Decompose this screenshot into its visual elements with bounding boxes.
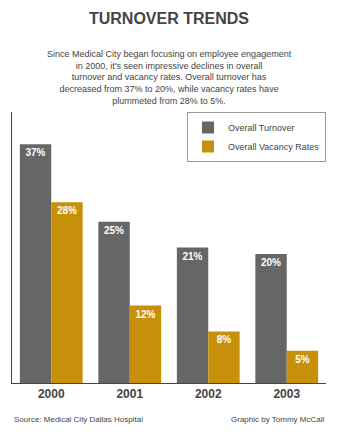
svg-text:8%: 8%	[217, 334, 232, 345]
svg-text:5%: 5%	[295, 354, 310, 365]
svg-text:Since Medical City began focus: Since Medical City began focusing on emp…	[47, 49, 292, 106]
svg-text:Overall Turnover: Overall Turnover	[228, 123, 295, 133]
svg-text:25%: 25%	[104, 225, 124, 236]
svg-text:12%: 12%	[135, 309, 155, 320]
svg-text:Overall Vacancy Rates: Overall Vacancy Rates	[228, 142, 319, 152]
svg-text:2000: 2000	[38, 387, 65, 401]
svg-text:28%: 28%	[57, 205, 77, 216]
svg-text:TURNOVER TRENDS: TURNOVER TRENDS	[89, 10, 249, 27]
svg-text:2001: 2001	[116, 387, 143, 401]
svg-text:2002: 2002	[195, 387, 222, 401]
svg-text:21%: 21%	[182, 251, 202, 262]
svg-text:20%: 20%	[261, 257, 281, 268]
svg-text:2003: 2003	[273, 387, 300, 401]
svg-text:37%: 37%	[25, 147, 45, 158]
svg-text:Source: Medical City Dallas Ho: Source: Medical City Dallas Hospital	[14, 415, 143, 424]
svg-text:Graphic by Tommy McCall: Graphic by Tommy McCall	[231, 415, 324, 424]
